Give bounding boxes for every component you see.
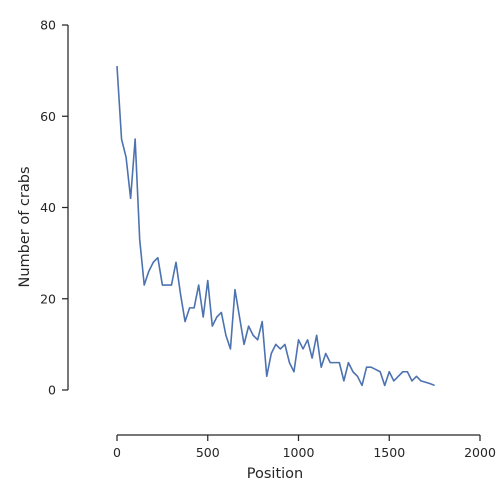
y-tick-label: 80 bbox=[40, 18, 56, 33]
y-axis: 0 20 40 60 80 bbox=[40, 18, 69, 398]
x-tick-label: 2000 bbox=[464, 445, 496, 460]
x-tick-label: 500 bbox=[196, 445, 220, 460]
x-axis: 0 500 1000 1500 2000 bbox=[113, 434, 496, 460]
y-tick-label: 40 bbox=[40, 200, 56, 215]
x-axis-label: Position bbox=[247, 466, 303, 482]
series-layer bbox=[116, 66, 435, 387]
y-tick-label: 20 bbox=[40, 291, 56, 306]
x-tick-label: 1500 bbox=[373, 445, 405, 460]
y-axis-label: Number of crabs bbox=[17, 166, 33, 287]
x-tick-label: 1000 bbox=[283, 445, 315, 460]
y-tick-label: 60 bbox=[40, 109, 56, 124]
series-line bbox=[116, 66, 435, 387]
y-tick-label: 0 bbox=[48, 383, 56, 398]
x-tick-label: 0 bbox=[113, 445, 121, 460]
